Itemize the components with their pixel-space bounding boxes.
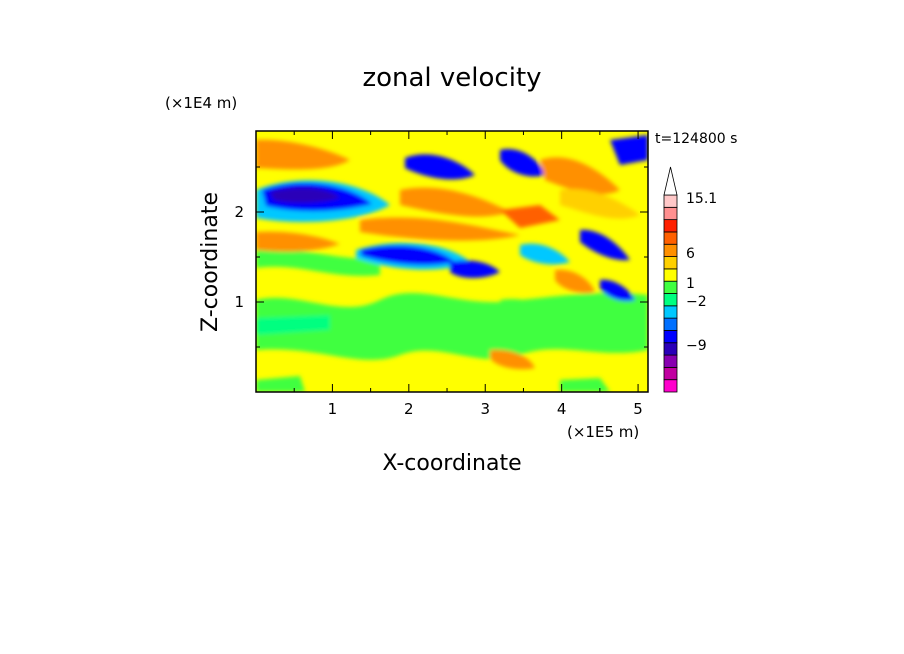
colorbar-swatch	[663, 354, 678, 368]
colorbar-swatch	[663, 206, 678, 221]
y-unit-label: (×1E4 m)	[165, 94, 237, 112]
colorbar-swatch	[663, 305, 678, 319]
colorbar-label: 1	[686, 276, 695, 292]
colorbar-swatch	[663, 342, 678, 356]
y-tick-label: 1	[234, 293, 244, 311]
chart-title: zonal velocity	[362, 63, 541, 93]
x-tick-label: 2	[404, 400, 414, 418]
colorbar-swatch	[663, 231, 678, 245]
colorbar-label: −9	[686, 338, 707, 354]
colorbar-swatch	[663, 330, 678, 344]
colorbar-swatch	[663, 293, 678, 307]
colorbar: 15.1 6 1 −2 −9	[663, 166, 717, 393]
colorbar-swatch	[663, 280, 678, 294]
colorbar-label: 15.1	[686, 191, 717, 207]
colorbar-swatch	[663, 366, 678, 381]
colorbar-swatch	[663, 317, 678, 331]
time-label: t=124800 s	[655, 131, 737, 147]
plot-frame	[255, 130, 649, 393]
colorbar-swatch	[663, 379, 678, 393]
colorbar-swatch	[663, 268, 678, 282]
x-tick-label: 3	[480, 400, 490, 418]
contour-field	[256, 131, 648, 392]
colorbar-label: −2	[686, 294, 707, 310]
colorbar-extend-arrow	[663, 166, 678, 196]
x-tick-label: 5	[633, 400, 643, 418]
x-unit-label: (×1E5 m)	[567, 423, 639, 441]
y-tick-label: 2	[234, 203, 244, 221]
colorbar-swatch	[663, 256, 678, 270]
x-tick-label: 1	[328, 400, 338, 418]
colorbar-swatch	[663, 194, 678, 208]
colorbar-label: 6	[686, 246, 695, 262]
x-tick-label: 4	[557, 400, 567, 418]
plot-axes: 1 2 3 4 5 1 2	[234, 131, 648, 418]
x-axis-label: X-coordinate	[382, 451, 521, 476]
colorbar-swatch	[663, 243, 678, 257]
y-axis-label: Z-coordinate	[198, 192, 223, 332]
colorbar-swatch	[663, 219, 678, 233]
